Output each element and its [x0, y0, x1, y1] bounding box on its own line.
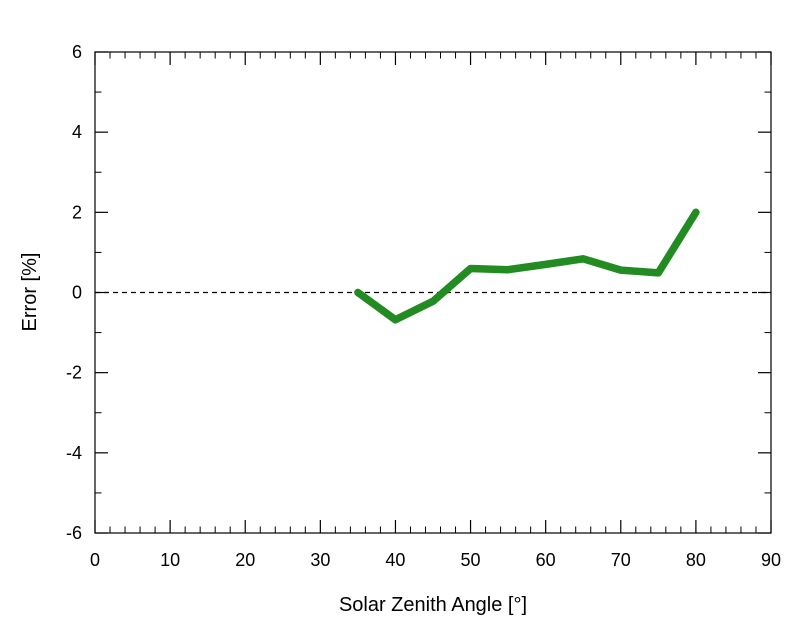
- x-axis-title: Solar Zenith Angle [°]: [339, 594, 527, 616]
- x-tick-label: 30: [310, 550, 330, 570]
- x-tick-label: 90: [761, 550, 781, 570]
- x-tick-label: 0: [90, 550, 100, 570]
- plot-frame: [94, 51, 772, 534]
- y-tick-label: -4: [66, 443, 82, 463]
- y-tick-label: 0: [72, 283, 82, 303]
- x-tick-label: 70: [611, 550, 631, 570]
- minor-ticks: [95, 52, 771, 533]
- y-tick-label: -6: [66, 523, 82, 543]
- y-tick-label: 6: [72, 42, 82, 62]
- y-axis-title: Error [%]: [19, 253, 41, 332]
- y-tick-label: -2: [66, 363, 82, 383]
- x-tick-label: 80: [686, 550, 706, 570]
- x-tick-label: 20: [235, 550, 255, 570]
- series-line: [354, 208, 700, 324]
- x-tick-labels: 0 10 20 30 40 50 60 70 80 90: [90, 550, 781, 570]
- x-tick-label: 60: [536, 550, 556, 570]
- series-layer: [354, 208, 700, 324]
- x-tick-label: 40: [385, 550, 405, 570]
- x-tick-label: 10: [160, 550, 180, 570]
- y-tick-label: 4: [72, 122, 82, 142]
- y-tick-labels: -6 -4 -2 0 2 4 6: [66, 42, 82, 543]
- y-tick-label: 2: [72, 202, 82, 222]
- x-tick-label: 50: [461, 550, 481, 570]
